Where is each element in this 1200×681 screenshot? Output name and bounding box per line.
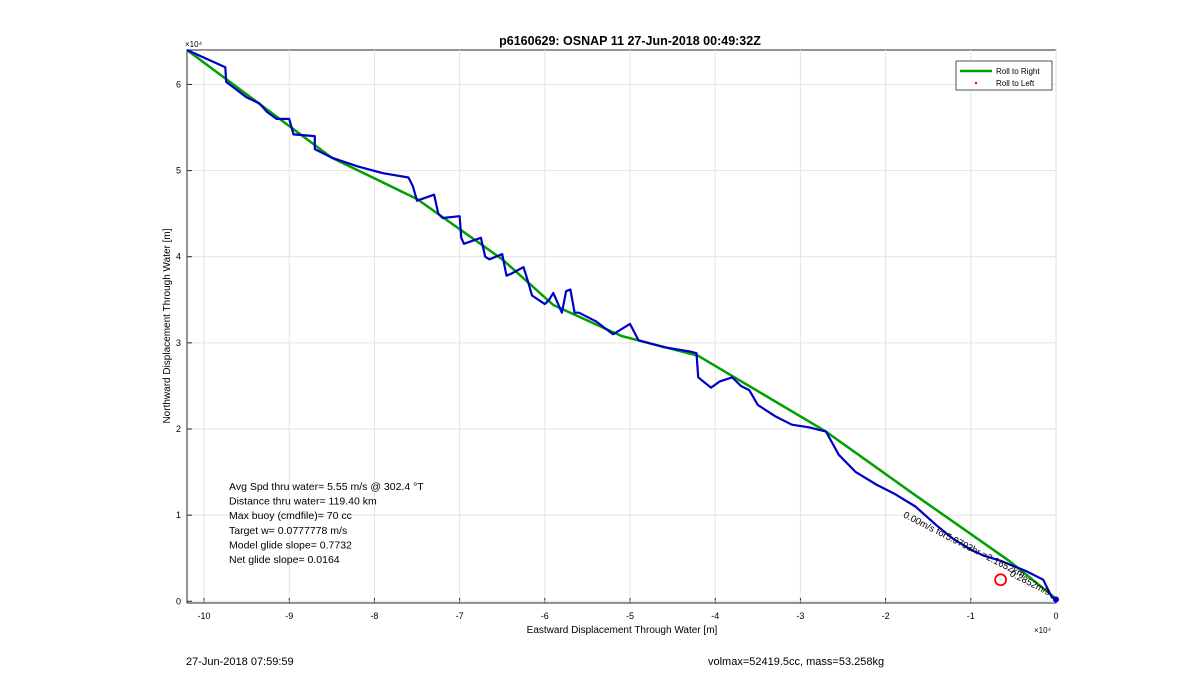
legend-box — [955, 60, 1053, 91]
annotation-line: Avg Spd thru water= 5.55 m/s @ 302.4 °T — [229, 481, 424, 493]
y-tick-label: 2 — [176, 424, 181, 434]
annotation-line: Distance thru water= 119.40 km — [229, 496, 377, 508]
y-tick-label: 4 — [176, 252, 181, 262]
annotation-line: Max buoy (cmdfile)= 70 cc — [229, 510, 352, 522]
x-tick-label: 0 — [1053, 611, 1058, 621]
y-tick-label: 1 — [176, 510, 181, 520]
plot-area — [186, 49, 1057, 604]
footer-volmax-mass: volmax=52419.5cc, mass=53.258kg — [708, 656, 885, 668]
y-axis-label: Northward Displacement Through Water [m] — [162, 228, 173, 423]
end-point-marker — [1053, 596, 1059, 603]
x-tick-label: -3 — [796, 611, 804, 621]
x-tick-label: -2 — [882, 611, 890, 621]
y-tick-label: 0 — [176, 596, 181, 606]
x-tick-label: -6 — [541, 611, 549, 621]
legend-entry-roll-right: Roll to Right — [996, 67, 1040, 76]
series-track-line — [186, 48, 1057, 601]
annotation-line: Model glide slope= 0.7732 — [229, 539, 352, 551]
x-tick-label: -5 — [626, 611, 634, 621]
y-tick-label: 3 — [176, 338, 181, 348]
footer-timestamp: 27-Jun-2018 07:59:59 — [186, 656, 294, 668]
x-tick-label: -4 — [711, 611, 719, 621]
series-layer — [186, 48, 1059, 603]
annotation-block: Avg Spd thru water= 5.55 m/s @ 302.4 °T D… — [229, 481, 424, 566]
x-tick-label: -8 — [370, 611, 378, 621]
x-axis-label: Eastward Displacement Through Water [m] — [527, 625, 718, 636]
series-roll-to-right-line — [186, 48, 1057, 600]
legend-swatch-roll-left — [974, 81, 978, 85]
annotation-line: Target w= 0.0777778 m/s — [229, 525, 347, 537]
x-tick-label: -10 — [198, 611, 211, 621]
x-tick-label: -7 — [456, 611, 464, 621]
y-tick-label: 5 — [176, 166, 181, 176]
legend-entry-roll-left: Roll to Left — [996, 79, 1035, 88]
y-tick-labels: 0 1 2 3 4 5 6 — [176, 79, 181, 606]
y-exponent-label: ×10⁴ — [185, 40, 203, 49]
y-tick-label: 6 — [176, 79, 181, 89]
x-tick-label: -9 — [285, 611, 293, 621]
x-tick-label: -1 — [967, 611, 975, 621]
marker-circle — [994, 573, 1008, 587]
x-exponent-label: ×10⁴ — [1034, 626, 1052, 635]
legend: Roll to Right Roll to Left — [955, 60, 1053, 91]
chart-title: p6160629: OSNAP 11 27-Jun-2018 00:49:32Z — [499, 34, 761, 48]
annotation-line: Net glide slope= 0.0164 — [229, 554, 340, 566]
grid — [187, 50, 1057, 603]
x-tick-labels: -10 -9 -8 -7 -6 -5 -4 -3 -2 -1 0 — [198, 611, 1059, 621]
